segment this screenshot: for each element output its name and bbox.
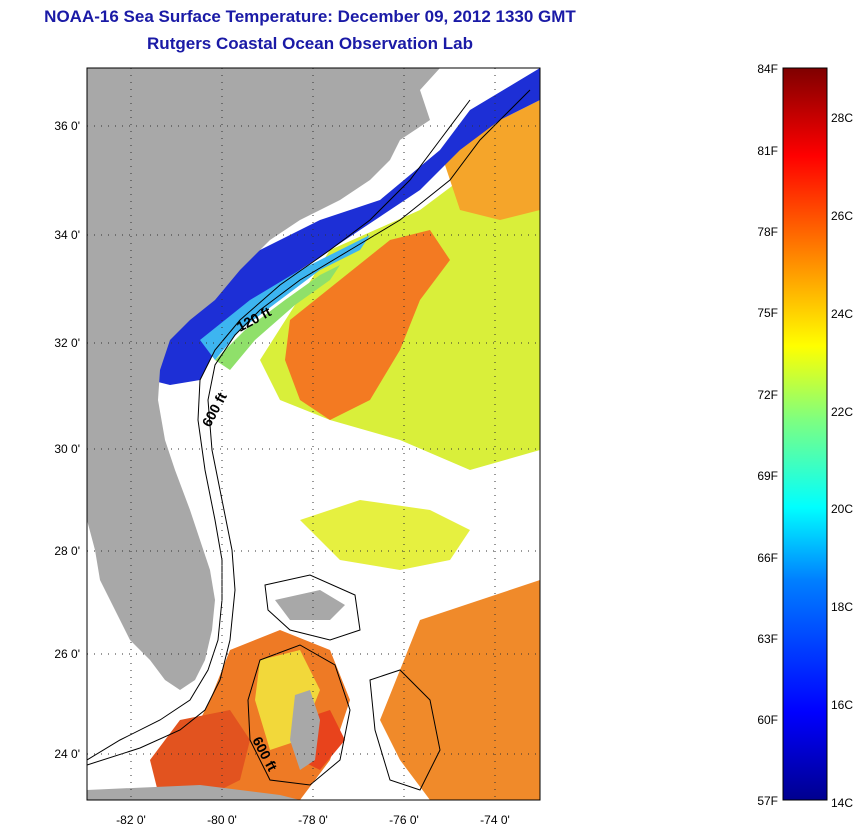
cb-c-20: 20C	[831, 502, 853, 516]
cb-f-72: 72F	[757, 388, 778, 402]
cb-f-60: 60F	[757, 713, 778, 727]
sst-cyan-front	[200, 235, 370, 360]
lat-label-36: 36 0'	[54, 119, 80, 133]
title-line-2: Rutgers Coastal Ocean Observation Lab	[147, 34, 473, 53]
cb-f-57: 57F	[757, 794, 778, 808]
lon-label-76: -76 0'	[389, 813, 419, 827]
sst-green-front	[215, 265, 340, 370]
cb-f-75: 75F	[757, 306, 778, 320]
contour-bahamas-north	[264, 574, 361, 641]
cb-f-84: 84F	[757, 62, 778, 76]
lon-label-74: -74 0'	[480, 813, 510, 827]
colorbar	[782, 67, 828, 801]
contour-bahamas-east	[369, 669, 441, 791]
lat-label-24: 24 0'	[54, 747, 80, 761]
cb-f-81: 81F	[757, 144, 778, 158]
lon-label-78: -78 0'	[298, 813, 328, 827]
sst-orange-gulfstream	[285, 230, 450, 420]
land-cuba	[87, 785, 300, 800]
land-north-america	[87, 68, 440, 690]
lat-label-32: 32 0'	[54, 336, 80, 350]
contour-600ft	[87, 89, 531, 766]
cb-f-63: 63F	[757, 632, 778, 646]
cb-c-14: 14C	[831, 796, 853, 810]
cb-f-66: 66F	[757, 551, 778, 565]
cb-c-28: 28C	[831, 111, 853, 125]
cb-c-24: 24C	[831, 307, 853, 321]
lat-label-28: 28 0'	[54, 544, 80, 558]
lon-label-80: -80 0'	[207, 813, 237, 827]
map-frame	[86, 67, 541, 801]
contour-bahamas	[247, 644, 351, 786]
cb-c-18: 18C	[831, 600, 853, 614]
title-line-1: NOAA-16 Sea Surface Temperature: Decembe…	[44, 7, 576, 26]
lon-label-82: -82 0'	[116, 813, 146, 827]
sst-orange-north	[440, 100, 540, 220]
sst-orange-south	[380, 580, 540, 800]
sst-yellow-mid	[300, 500, 470, 570]
graticule	[87, 68, 540, 800]
cb-f-78: 78F	[757, 225, 778, 239]
cb-c-22: 22C	[831, 405, 853, 419]
lat-label-30: 30 0'	[54, 442, 80, 456]
lat-label-26: 26 0'	[54, 647, 80, 661]
land-andros-island	[290, 690, 320, 770]
land-grand-bahama	[275, 590, 345, 620]
contour-120ft	[87, 99, 471, 761]
lat-label-34: 34 0'	[54, 228, 80, 242]
cb-c-16: 16C	[831, 698, 853, 712]
cb-f-69: 69F	[757, 469, 778, 483]
cb-c-26: 26C	[831, 209, 853, 223]
